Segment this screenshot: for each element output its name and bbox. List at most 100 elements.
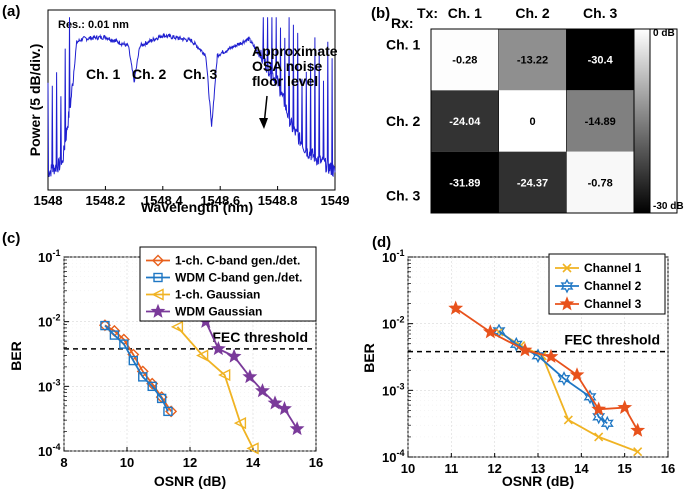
data-point — [482, 324, 498, 339]
data-point — [591, 401, 607, 416]
xtick-label: 13 — [531, 461, 545, 476]
xtick-label: 8 — [60, 455, 67, 470]
legend-label: Channel 2 — [584, 279, 642, 293]
ytick-label: 10-4 — [38, 442, 60, 459]
data-point — [170, 320, 184, 334]
ytick-label: 10-2 — [382, 315, 404, 332]
spectrum-label-ch1: Ch. 1 — [86, 66, 120, 82]
xtick-label: 14 — [574, 461, 589, 476]
ytick-exponent: -2 — [396, 315, 404, 325]
data-point — [592, 409, 606, 425]
heatmap-row-labels: Ch. 1 Ch. 2 Ch. 3 — [386, 37, 420, 204]
panel-a-ylabel: Power (5 dB/div.) — [27, 44, 43, 157]
xtick-label: 10 — [401, 461, 415, 476]
data-point — [242, 369, 258, 384]
data-point — [509, 336, 523, 352]
tx-label: Tx: — [417, 5, 438, 21]
panel-a: (a) Res.: 0.01 nm 1548 1548.2 1548.4 1548.6… — [2, 3, 349, 215]
data-point — [163, 406, 173, 417]
data-point — [563, 415, 573, 425]
panel-a-xtick-label: 1548.2 — [86, 193, 126, 208]
data-point — [630, 422, 646, 437]
data-point — [210, 341, 226, 356]
data-point — [517, 342, 533, 357]
panel-c-legend: 1-ch. C-band gen./det. WDM C-band gen./de… — [139, 246, 317, 322]
xtick-label: 15 — [617, 461, 631, 476]
annotation-arrow-head — [259, 118, 268, 129]
data-point — [448, 300, 464, 315]
heatmap-cell — [431, 29, 499, 91]
heatmap-cell-value: -30.4 — [588, 55, 614, 67]
series-line — [176, 326, 254, 449]
series-line — [498, 330, 608, 425]
ytick-exponent: -3 — [52, 377, 60, 387]
data-point — [254, 383, 270, 398]
data-point — [128, 355, 139, 366]
heatmap-column-label: Ch. 3 — [583, 5, 617, 21]
series-channel-3 — [448, 300, 646, 437]
heatmap-cell — [498, 90, 567, 152]
series-1-ch-gaussian — [170, 320, 259, 455]
legend-marker — [562, 263, 572, 273]
legend-label: 1-ch. Gaussian — [175, 288, 260, 302]
ytick-label: 10-3 — [38, 377, 60, 394]
data-point — [138, 372, 148, 382]
res-note-bg — [55, 15, 137, 33]
annotation-line-1: Approximate — [252, 43, 338, 59]
annotation-line-3: floor level — [252, 73, 318, 89]
panel-a-xtick-label: 1548 — [34, 193, 63, 208]
ytick-exponent: -1 — [396, 248, 404, 258]
ytick-label: 10-3 — [382, 381, 404, 398]
series-line — [455, 307, 639, 431]
data-point — [617, 399, 633, 414]
panel-a-xtick-label: 1549 — [321, 193, 350, 208]
series-line — [498, 331, 639, 453]
heatmap-cell — [498, 151, 567, 213]
series-line — [164, 305, 298, 430]
ytick-label: 10-1 — [38, 248, 60, 265]
spectrum-label-ch2: Ch. 2 — [132, 66, 166, 82]
heatmap-cells: -0.28 -13.22 -30.4 -24.04 0 -14.89 -31.89 -24.3… — [431, 29, 635, 213]
heatmap-cell — [566, 151, 634, 213]
legend-label: WDM Gaussian — [175, 305, 262, 319]
data-point — [109, 330, 120, 340]
legend-marker — [560, 278, 574, 294]
panel-a-xlabel: Wavelength (nm) — [141, 199, 253, 215]
heatmap-cell-value: 0 — [529, 116, 535, 128]
heatmap-cell — [566, 90, 634, 152]
legend-marker — [153, 272, 163, 283]
data-point — [196, 349, 209, 362]
legend-label: WDM C-band gen./det. — [175, 271, 302, 285]
fec-threshold-label-d: FEC threshold — [564, 332, 660, 348]
data-point — [277, 400, 292, 416]
fec-threshold-label-c: FEC threshold — [212, 329, 308, 345]
heatmap-cell — [566, 29, 634, 91]
xtick-label: 11 — [444, 461, 458, 476]
panel-a-label: (a) — [2, 3, 20, 20]
data-point — [119, 339, 129, 349]
colorbar-bottom-label: -30 dB — [653, 201, 684, 212]
heatmap-column-label: Ch. 1 — [448, 5, 482, 21]
panel-a-xtick-label: 1548.6 — [200, 193, 240, 208]
heatmap-row-label: Ch. 1 — [386, 37, 420, 53]
data-point — [569, 367, 585, 382]
annotation-line-2: OSA noise — [252, 58, 322, 74]
ytick-exponent: -3 — [396, 381, 404, 391]
heatmap-cell — [431, 90, 499, 152]
heatmap-cell-value: -13.22 — [517, 55, 548, 67]
spectrum-label-ch3: Ch. 3 — [183, 66, 217, 82]
heatmap-row-label: Ch. 2 — [386, 113, 420, 129]
legend-marker — [151, 288, 164, 301]
series-wdm-c-band-gen-det- — [100, 320, 173, 417]
rx-label: Rx: — [391, 15, 414, 31]
legend-label: Channel 1 — [584, 261, 642, 275]
data-point — [246, 442, 259, 455]
panel-a-xticks: 1548 1548.2 1548.4 1548.6 1548.8 1549 — [34, 186, 350, 208]
data-point — [156, 393, 167, 404]
ytick-exponent: -4 — [396, 448, 404, 458]
legend-box — [139, 246, 317, 322]
panel-d-ylabel: BER — [361, 343, 377, 373]
legend-label: Channel 3 — [584, 297, 642, 311]
heatmap-column-label: Ch. 2 — [515, 5, 549, 21]
panel-d-series — [448, 300, 646, 457]
